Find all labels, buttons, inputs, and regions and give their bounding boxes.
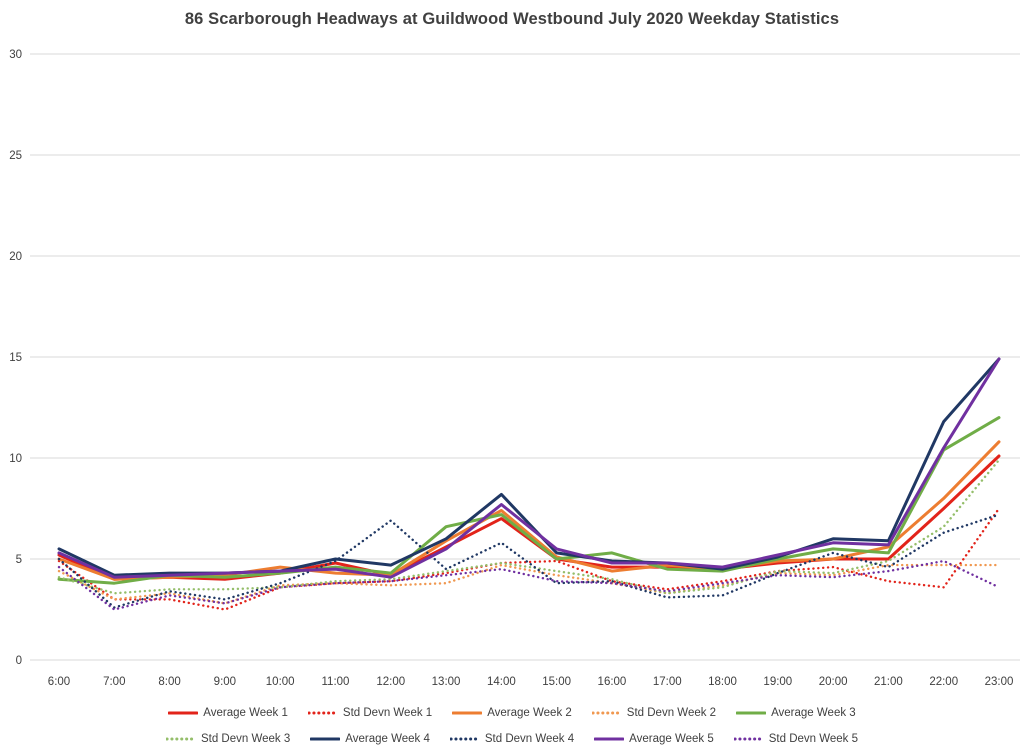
legend-label: Average Week 2 xyxy=(487,707,572,719)
legend-swatch-average-week-1 xyxy=(168,711,199,715)
legend-label: Std Devn Week 3 xyxy=(200,733,291,745)
legend-swatch-std-devn-week-1 xyxy=(307,711,338,715)
legend-label: Average Week 4 xyxy=(345,733,430,745)
series-line-std-devn-week-4 xyxy=(57,513,1001,609)
x-axis-tick-label: 23:00 xyxy=(985,676,1014,688)
x-axis-tick-label: 10:00 xyxy=(266,676,295,688)
legend-item-std-devn-week-4: Std Devn Week 4 xyxy=(449,733,575,745)
legend-swatch-std-devn-week-2 xyxy=(591,711,622,715)
legend-label: Average Week 3 xyxy=(771,707,856,719)
x-axis-tick-label: 19:00 xyxy=(763,676,792,688)
y-axis-tick-label: 30 xyxy=(9,49,22,61)
chart-title: 86 Scarborough Headways at Guildwood Wes… xyxy=(184,10,840,28)
chart-legend: Average Week 1 Std Devn Week 1 Average Wee… xyxy=(0,700,1024,752)
legend-label: Std Devn Week 4 xyxy=(484,733,575,745)
legend-item-average-week-1: Average Week 1 xyxy=(168,707,288,719)
legend-swatch-average-week-3 xyxy=(736,711,767,715)
x-axis-tick-label: 16:00 xyxy=(598,676,627,688)
series-line-average-week-5 xyxy=(57,357,1001,579)
series-line-std-devn-week-5 xyxy=(57,559,1001,611)
legend-item-average-week-5: Average Week 5 xyxy=(594,733,714,745)
legend-row: Average Week 1 Std Devn Week 1 Average Wee… xyxy=(0,700,1024,726)
x-axis-tick-label: 22:00 xyxy=(929,676,958,688)
x-axis-tick-label: 18:00 xyxy=(708,676,737,688)
x-axis-tick-label: 15:00 xyxy=(542,676,571,688)
legend-item-average-week-4: Average Week 4 xyxy=(310,733,430,745)
legend-label: Std Devn Week 2 xyxy=(626,707,717,719)
legend-item-std-devn-week-3: Std Devn Week 3 xyxy=(165,733,291,745)
legend-item-std-devn-week-5: Std Devn Week 5 xyxy=(733,733,859,745)
series-line-average-week-3 xyxy=(57,416,1001,585)
y-axis-tick-label: 15 xyxy=(9,352,22,364)
legend-item-std-devn-week-1: Std Devn Week 1 xyxy=(307,707,433,719)
x-axis-tick-label: 21:00 xyxy=(874,676,903,688)
x-axis-tick-label: 11:00 xyxy=(322,676,350,688)
legend-label: Average Week 5 xyxy=(629,733,714,745)
x-axis-tick-label: 14:00 xyxy=(487,676,516,688)
x-axis-tick-label: 13:00 xyxy=(432,676,461,688)
y-axis-tick-label: 0 xyxy=(16,655,22,667)
legend-swatch-average-week-4 xyxy=(310,737,341,741)
legend-row: Std Devn Week 3 Average Week 4 Std Devn We… xyxy=(0,726,1024,752)
headways-line-chart: 0 5 10 15 20 25 30 6:00 7:00 8:00 9:00 10:00 11:00 12… xyxy=(9,49,1020,688)
series-line-std-devn-week-2 xyxy=(57,563,1001,605)
legend-swatch-average-week-5 xyxy=(594,737,625,741)
y-axis-tick-label: 5 xyxy=(16,554,22,566)
legend-label: Average Week 1 xyxy=(203,707,288,719)
series-line-std-devn-week-1 xyxy=(57,507,1001,611)
legend-item-average-week-3: Average Week 3 xyxy=(736,707,856,719)
y-axis-tick-label: 20 xyxy=(9,251,22,263)
y-axis-tick-label: 10 xyxy=(9,453,22,465)
legend-swatch-std-devn-week-5 xyxy=(733,737,764,741)
series-line-std-devn-week-3 xyxy=(57,458,1001,595)
legend-swatch-average-week-2 xyxy=(452,711,483,715)
y-axis-tick-label: 25 xyxy=(9,150,22,162)
x-axis-tick-label: 8:00 xyxy=(158,676,180,688)
x-axis-tick-label: 9:00 xyxy=(214,676,236,688)
legend-label: Std Devn Week 5 xyxy=(768,733,859,745)
x-axis-tick-label: 7:00 xyxy=(103,676,125,688)
legend-item-std-devn-week-2: Std Devn Week 2 xyxy=(591,707,717,719)
x-axis-tick-label: 20:00 xyxy=(819,676,848,688)
legend-item-average-week-2: Average Week 2 xyxy=(452,707,572,719)
legend-swatch-std-devn-week-3 xyxy=(165,737,196,741)
legend-swatch-std-devn-week-4 xyxy=(449,737,480,741)
x-axis-tick-label: 6:00 xyxy=(48,676,70,688)
x-axis-tick-label: 17:00 xyxy=(653,676,682,688)
series-line-average-week-1 xyxy=(57,454,1001,581)
legend-label: Std Devn Week 1 xyxy=(342,707,433,719)
x-axis-tick-label: 12:00 xyxy=(376,676,405,688)
